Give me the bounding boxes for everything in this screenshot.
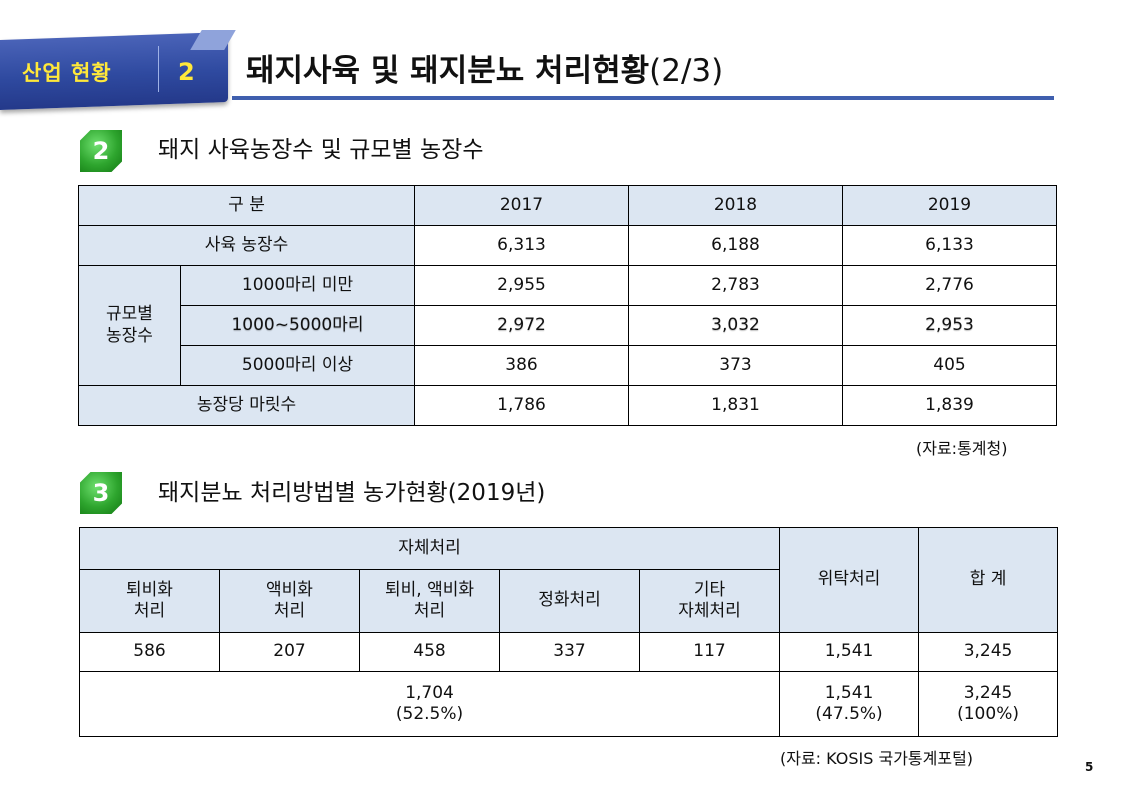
page-title-suffix: (2/3) bbox=[649, 53, 724, 89]
cell-value: 458 bbox=[359, 632, 500, 672]
cell-value: 2,972 bbox=[414, 305, 629, 346]
cell-value: 337 bbox=[499, 632, 640, 672]
cell-value: 373 bbox=[628, 345, 843, 386]
section2-source: (자료:통계청) bbox=[916, 439, 1008, 458]
section-label: 산업 현황 bbox=[22, 61, 112, 85]
row-label: 5000마리 이상 bbox=[180, 345, 415, 386]
cell-value: 117 bbox=[638, 632, 781, 672]
section3-badge: 3 bbox=[80, 472, 122, 514]
page-number: 5 bbox=[1085, 760, 1094, 774]
cell-value: 3,245 (100%) bbox=[918, 671, 1059, 737]
cell-value: 586 bbox=[79, 632, 220, 672]
cell-value: 2,776 bbox=[842, 265, 1057, 306]
table-row: 구 분 2017 2018 2019 bbox=[78, 185, 1057, 226]
row-label: 농장당 마릿수 bbox=[78, 385, 415, 426]
year-header: 2019 bbox=[842, 185, 1057, 226]
header-cell: 구 분 bbox=[78, 185, 415, 226]
sub-header: 퇴비화 처리 bbox=[79, 569, 220, 633]
sub-header: 정화처리 bbox=[499, 569, 640, 633]
cell-value: 1,786 bbox=[414, 385, 629, 426]
table-row: 퇴비화 처리 액비화 처리 퇴비, 액비화 처리 정화처리 기타 자체처리 bbox=[79, 569, 1058, 633]
header-cell: 합 계 bbox=[918, 527, 1059, 633]
cell-value: 386 bbox=[414, 345, 629, 386]
cell-value: 1,831 bbox=[628, 385, 843, 426]
manure-treatment-table: 자체처리 위탁처리 합 계 퇴비화 처리 액비화 처리 퇴비, 액비화 처리 정… bbox=[78, 527, 1059, 737]
farm-count-table: 구 분 2017 2018 2019 사육 농장수 6,313 6,188 6,… bbox=[78, 185, 1057, 426]
cell-value: 3,245 bbox=[918, 632, 1059, 672]
section2-title: 돼지 사육농장수 및 규모별 농장수 bbox=[158, 137, 484, 163]
table-row: 586 207 458 337 117 1,541 3,245 bbox=[79, 632, 1059, 672]
section3-title: 돼지분뇨 처리방법별 농가현황(2019년) bbox=[158, 480, 546, 506]
section3-source: (자료: KOSIS 국가통계포털) bbox=[780, 749, 974, 768]
table-row: 1,704 (52.5%) 1,541 (47.5%) 3,245 (100%) bbox=[78, 671, 1059, 737]
cell-value: 207 bbox=[219, 632, 360, 672]
cell-value: 1,839 bbox=[842, 385, 1057, 426]
cell-value: 2,783 bbox=[628, 265, 843, 306]
sub-header: 퇴비, 액비화 처리 bbox=[359, 569, 500, 633]
table-row: 자체처리 위탁처리 합 계 bbox=[78, 527, 1059, 633]
cell-value: 6,188 bbox=[628, 225, 843, 266]
page-title-main: 돼지사육 및 돼지분뇨 처리현황 bbox=[246, 53, 650, 89]
sub-header: 액비화 처리 bbox=[219, 569, 360, 633]
section2-badge: 2 bbox=[80, 130, 122, 172]
group-label: 규모별 농장수 bbox=[78, 265, 181, 386]
cell-value: 405 bbox=[842, 345, 1057, 386]
table-row: 5000마리 이상 386 373 405 bbox=[79, 345, 1057, 386]
cell-value: 6,133 bbox=[842, 225, 1057, 266]
row-label: 1000마리 미만 bbox=[180, 265, 415, 306]
title-underline bbox=[232, 96, 1054, 100]
cell-value: 3,032 bbox=[628, 305, 843, 346]
header-cell: 자체처리 bbox=[78, 527, 781, 570]
cell-value: 2,953 bbox=[842, 305, 1057, 346]
year-header: 2017 bbox=[414, 185, 629, 226]
row-label: 사육 농장수 bbox=[78, 225, 415, 266]
table-row: 규모별 농장수 1000마리 미만 2,955 2,783 2,776 bbox=[78, 265, 1057, 386]
cell-value: 2,955 bbox=[414, 265, 629, 306]
header-cell: 위탁처리 bbox=[779, 527, 920, 633]
page-title: 돼지사육 및 돼지분뇨 처리현황(2/3) bbox=[246, 45, 723, 90]
cell-value: 1,541 (47.5%) bbox=[779, 671, 920, 737]
table-row: 농장당 마릿수 1,786 1,831 1,839 bbox=[78, 385, 1057, 426]
table-row: 사육 농장수 6,313 6,188 6,133 bbox=[78, 225, 1057, 266]
cell-value: 1,704 (52.5%) bbox=[78, 671, 781, 737]
banner-divider bbox=[158, 46, 159, 92]
cell-value: 6,313 bbox=[414, 225, 629, 266]
year-header: 2018 bbox=[628, 185, 843, 226]
cell-value: 1,541 bbox=[779, 632, 920, 672]
table-row: 1000~5000마리 2,972 3,032 2,953 bbox=[79, 305, 1057, 346]
row-label: 1000~5000마리 bbox=[180, 305, 415, 346]
sub-header: 기타 자체처리 bbox=[638, 569, 781, 633]
section-number: 2 bbox=[178, 58, 195, 86]
